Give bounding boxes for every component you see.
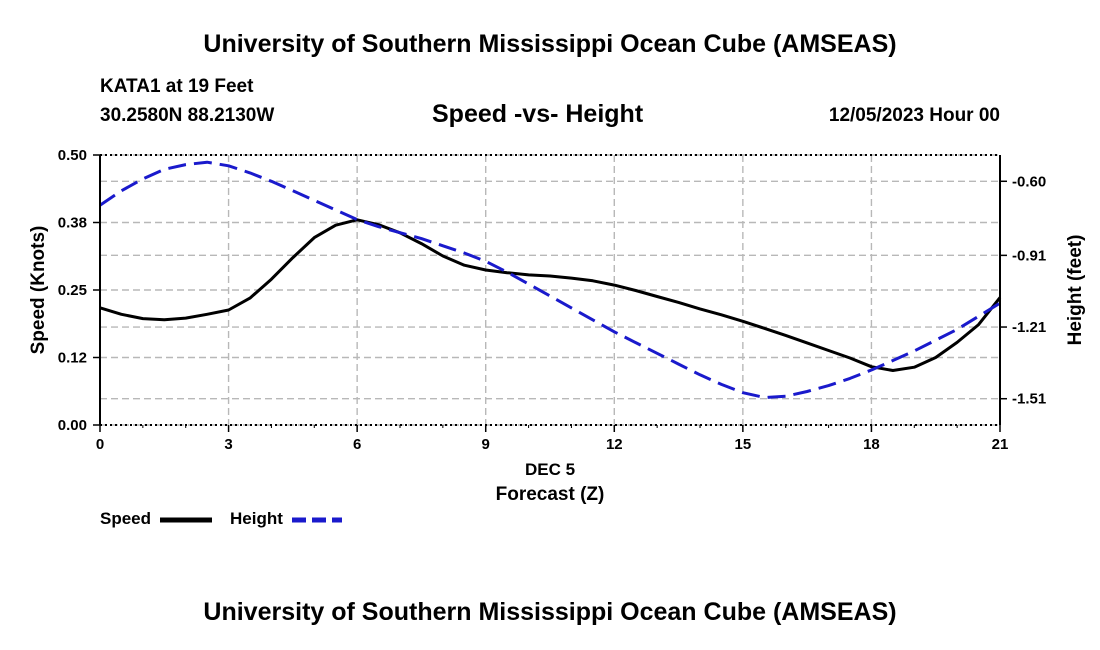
x-tick-label: 18 xyxy=(863,436,880,453)
x-tick-label: 15 xyxy=(735,436,752,453)
y-tick-label: 0.25 xyxy=(58,282,87,299)
x-tick-label: 3 xyxy=(224,436,232,453)
y2-axis-title: Height (feet) xyxy=(1065,235,1086,346)
speed-series-line xyxy=(99,218,1002,372)
y2-tick-label: -1.51 xyxy=(1012,391,1046,408)
forecast-datetime: 12/05/2023 Hour 00 xyxy=(828,105,1000,126)
x-tick-label: 21 xyxy=(992,436,1009,453)
y2-tick-label: -0.60 xyxy=(1012,173,1046,190)
x-tick-label: 0 xyxy=(96,436,104,453)
x-tick-label: 12 xyxy=(606,436,623,453)
y-tick-label: 0.50 xyxy=(58,147,87,164)
grid-lines xyxy=(99,154,1001,426)
x-axis-date-label: DEC 5 xyxy=(525,460,575,479)
legend-height-label: Height xyxy=(230,509,283,528)
y2-tick-label: -0.91 xyxy=(1012,247,1046,264)
x-tick-label: 9 xyxy=(482,436,490,453)
legend-speed-label: Speed xyxy=(100,509,152,528)
chart-title: Speed -vs- Height xyxy=(432,100,644,128)
footer-title: University of Southern Mississippi Ocean… xyxy=(203,598,897,626)
y2-tick-label: -1.21 xyxy=(1012,319,1046,336)
height-series-line xyxy=(99,160,1001,399)
page-title: University of Southern Mississippi Ocean… xyxy=(203,30,897,58)
y-tick-label: 0.12 xyxy=(58,350,87,367)
station-name: KATA1 at 19 Feet xyxy=(100,76,254,97)
plot-frame xyxy=(99,154,1001,426)
x-tick-label: 6 xyxy=(353,436,361,453)
y-axis-title: Speed (Knots) xyxy=(28,226,49,355)
axis-ticks: 0 3 6 9 12 15 18 21 0.00 0.12 0.25 0.38 0.50 -1.51 -1.… xyxy=(58,147,1046,453)
station-coordinates: 30.2580N 88.2130W xyxy=(100,105,275,126)
series-lines xyxy=(99,160,1002,399)
x-axis-title: Forecast (Z) xyxy=(496,484,605,505)
y-tick-label: 0.38 xyxy=(58,215,87,232)
y-tick-label: 0.00 xyxy=(58,417,87,434)
